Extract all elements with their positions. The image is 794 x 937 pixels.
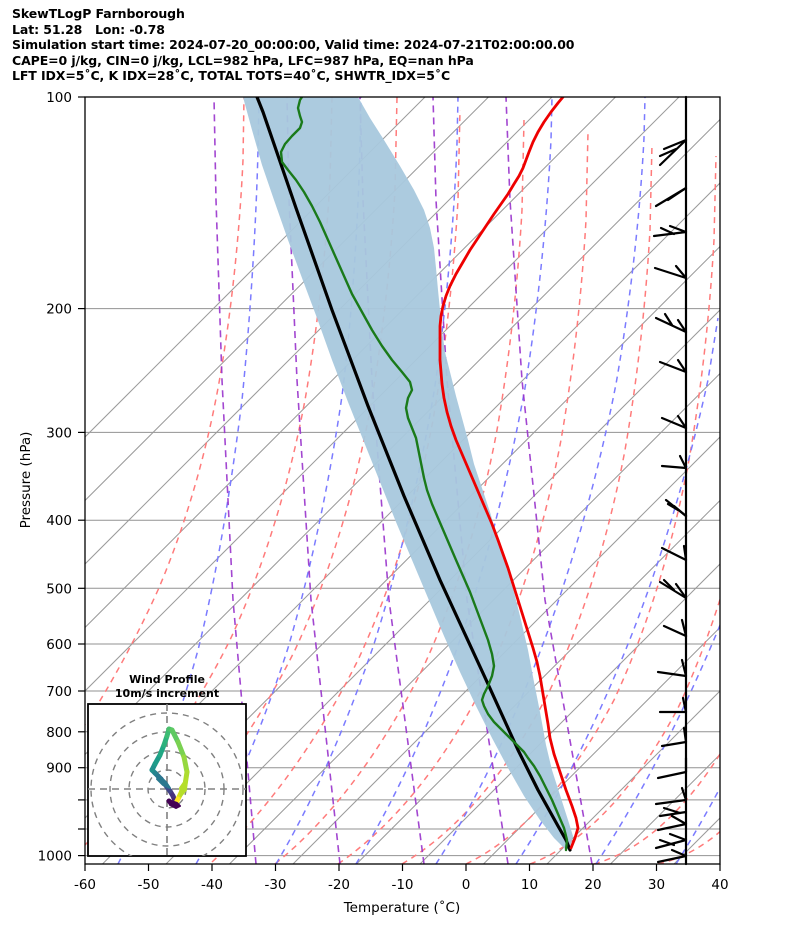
wind-barb-column bbox=[652, 95, 688, 866]
wind-barb bbox=[656, 814, 688, 832]
ytick-200: 200 bbox=[46, 302, 72, 318]
wind-barb bbox=[658, 358, 688, 374]
wind-barb bbox=[654, 186, 688, 208]
header-cape-line: CAPE=0 j/kg, CIN=0 j/kg, LCL=982 hPa, LF… bbox=[12, 52, 474, 68]
dewpoint-curve bbox=[279, 97, 569, 852]
ytick-500: 500 bbox=[46, 581, 72, 597]
wind-profile-title: Wind Profile bbox=[129, 673, 205, 686]
k-idx-text: ˚C, K IDX=28 bbox=[84, 68, 175, 84]
pressure-tick-labels: 100 200 300 400 500 600 700 800 900 1000 bbox=[38, 90, 72, 865]
xtick-m40: -40 bbox=[201, 877, 223, 893]
header-indices-line: LFT IDX=5˚C, K IDX=28˚C, TOTAL TOTS=40˚C… bbox=[12, 68, 782, 84]
wind-barb bbox=[658, 578, 688, 600]
shwtr-idx-text: ˚C, SHWTR_IDX=5 bbox=[310, 68, 435, 84]
wind-barb bbox=[654, 312, 688, 334]
parcel-path-curve bbox=[255, 97, 572, 852]
wind-barb bbox=[658, 806, 688, 818]
header-time-line: Simulation start time: 2024-07-20_00:00:… bbox=[12, 37, 575, 53]
temperature-curve bbox=[438, 97, 580, 850]
temperature-tick-labels: -60 -50 -40 -30 -20 -10 0 10 20 30 40 bbox=[74, 877, 729, 893]
y-axis-title: Pressure (hPa) bbox=[18, 432, 34, 529]
ytick-900: 900 bbox=[46, 761, 72, 777]
wind-barb bbox=[664, 498, 688, 518]
ytick-400: 400 bbox=[46, 513, 72, 529]
xtick-m20: -20 bbox=[328, 877, 350, 893]
wind-profile-subtitle: 10m/s increment bbox=[115, 687, 219, 700]
wind-barb bbox=[653, 264, 688, 280]
xtick-20: 20 bbox=[584, 877, 601, 893]
xtick-m60: -60 bbox=[74, 877, 96, 893]
xtick-0: 0 bbox=[462, 877, 471, 893]
header-latlon-line: Lat: 51.28 Lon: -0.78 bbox=[12, 22, 782, 38]
ytick-100: 100 bbox=[46, 90, 72, 106]
ytick-600: 600 bbox=[46, 637, 72, 653]
wind-barb bbox=[658, 138, 688, 167]
temperature-axis bbox=[84, 864, 721, 871]
header-lon: Lon: -0.78 bbox=[95, 21, 165, 37]
lft-idx-text: LFT IDX=5 bbox=[12, 68, 85, 84]
header-lat: Lat: 51.28 bbox=[12, 21, 83, 37]
x-axis-title: Temperature (˚C) bbox=[343, 899, 461, 916]
hodograph-trace bbox=[149, 726, 190, 809]
wind-profile-inset: Wind Profile 10m/s increment bbox=[87, 673, 247, 857]
figure-header: SkewTLogP Farnborough Lat: 51.28 Lon: -0… bbox=[12, 6, 782, 84]
xtick-10: 10 bbox=[521, 877, 538, 893]
total-tots-text: ˚C, TOTAL TOTS=40 bbox=[174, 68, 311, 84]
indices-unit-text: ˚C bbox=[434, 68, 451, 84]
xtick-m10: -10 bbox=[391, 877, 413, 893]
ytick-700: 700 bbox=[46, 684, 72, 700]
ytick-1000: 1000 bbox=[38, 849, 72, 865]
xtick-40: 40 bbox=[711, 877, 728, 893]
ytick-800: 800 bbox=[46, 725, 72, 741]
pressure-axis bbox=[78, 96, 85, 857]
xtick-30: 30 bbox=[648, 877, 665, 893]
wind-barb bbox=[654, 832, 688, 850]
wind-barb bbox=[660, 414, 688, 430]
xtick-m50: -50 bbox=[137, 877, 159, 893]
wind-barb bbox=[656, 848, 688, 864]
parcel-shaded-area bbox=[243, 97, 573, 850]
wind-barb bbox=[652, 224, 688, 238]
ytick-300: 300 bbox=[46, 425, 72, 441]
xtick-m30: -30 bbox=[264, 877, 286, 893]
header-title-line: SkewTLogP Farnborough bbox=[12, 6, 185, 21]
